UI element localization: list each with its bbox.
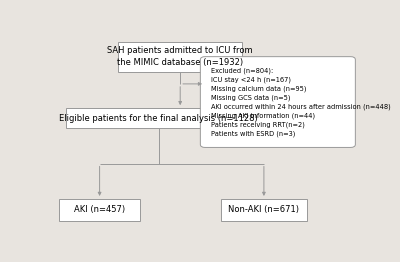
Text: SAH patients admitted to ICU from
the MIMIC database (n=1932): SAH patients admitted to ICU from the MI…: [107, 46, 253, 67]
Text: Non-AKI (n=671): Non-AKI (n=671): [228, 205, 299, 215]
Text: Excluded (n=804):
ICU stay <24 h (n=167)
Missing calcium data (n=95)
Missing GCS: Excluded (n=804): ICU stay <24 h (n=167)…: [210, 67, 390, 137]
Text: AKI (n=457): AKI (n=457): [74, 205, 125, 215]
FancyBboxPatch shape: [200, 57, 355, 148]
FancyBboxPatch shape: [66, 108, 252, 128]
Text: Eligible patients for the final analysis (n=1128): Eligible patients for the final analysis…: [59, 114, 258, 123]
FancyBboxPatch shape: [59, 199, 140, 221]
FancyBboxPatch shape: [118, 41, 242, 72]
FancyBboxPatch shape: [220, 199, 307, 221]
